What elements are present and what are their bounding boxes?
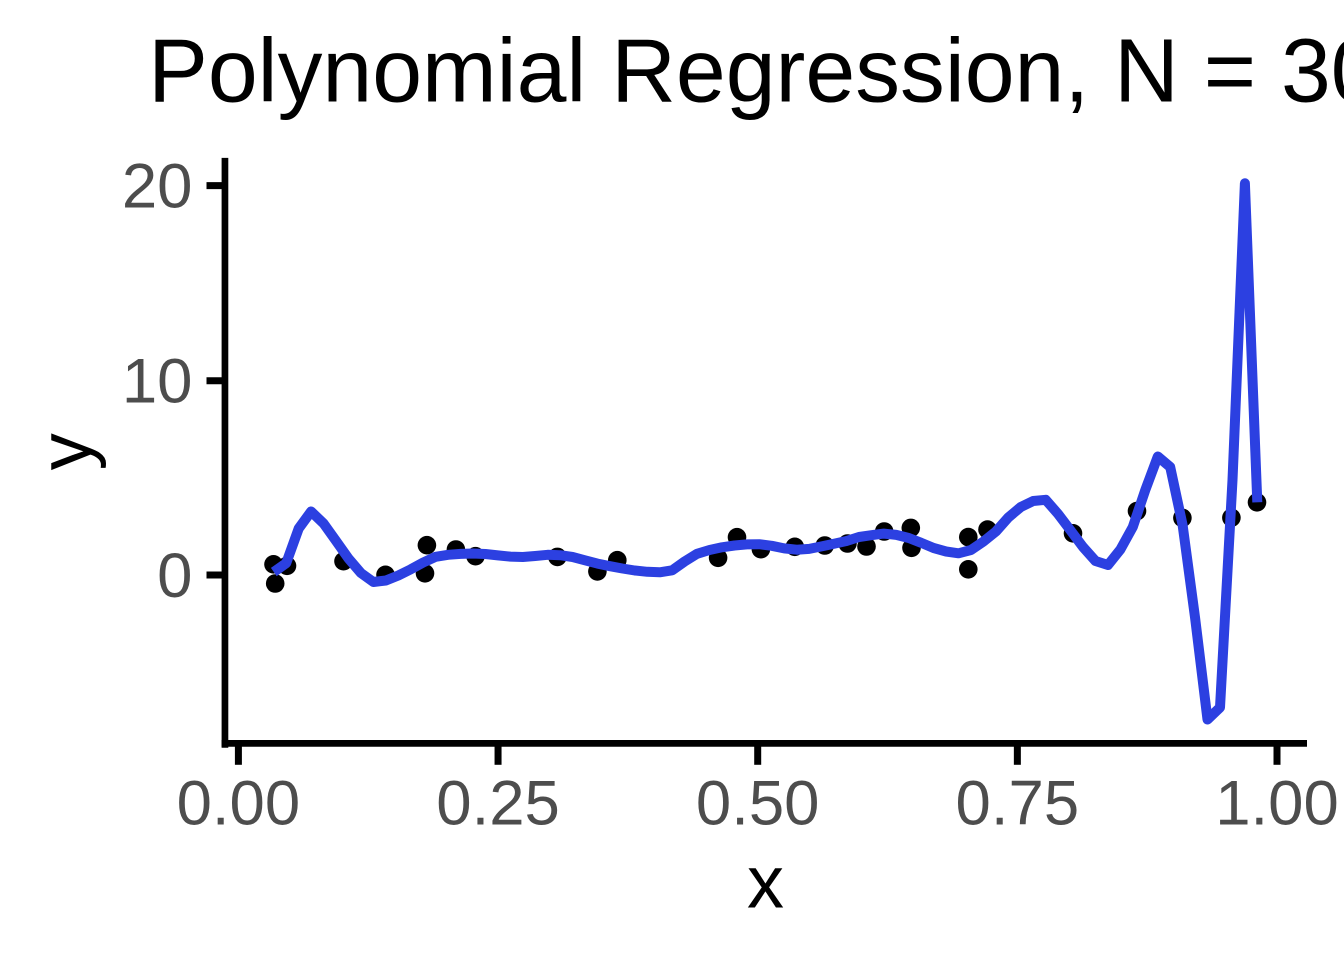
svg-text:20: 20	[122, 152, 193, 222]
svg-text:0.00: 0.00	[177, 768, 301, 838]
svg-text:10: 10	[122, 347, 193, 417]
svg-text:Polynomial Regression, N = 30: Polynomial Regression, N = 30	[148, 20, 1344, 120]
svg-text:1.00: 1.00	[1215, 768, 1339, 838]
svg-text:0: 0	[157, 541, 192, 611]
svg-text:y: y	[23, 433, 106, 470]
svg-text:0.25: 0.25	[436, 768, 560, 838]
svg-text:0.50: 0.50	[696, 768, 820, 838]
svg-text:0.75: 0.75	[956, 768, 1080, 838]
svg-text:x: x	[747, 841, 784, 924]
